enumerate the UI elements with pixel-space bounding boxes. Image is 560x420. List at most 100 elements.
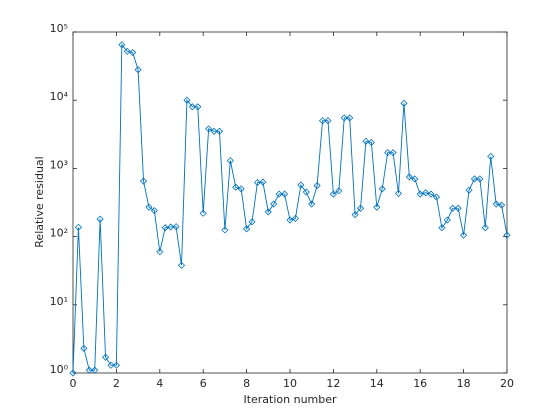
data-marker [427,190,435,198]
data-marker [465,186,473,194]
data-marker [248,218,256,226]
data-marker [237,185,245,193]
data-marker [118,41,126,49]
data-marker [101,353,110,361]
data-marker [384,149,392,157]
data-marker [264,208,272,216]
data-marker [498,201,506,209]
data-marker [232,183,240,191]
data-marker [400,99,408,107]
x-tick-label: 10 [283,377,297,390]
x-tick-label: 12 [326,377,340,390]
data-marker [123,47,131,55]
data-marker [313,182,321,190]
data-marker [416,190,424,198]
data-marker [492,200,500,208]
data-marker [297,181,305,189]
data-marker [443,216,451,224]
data-marker [378,185,386,193]
axes-box [72,31,508,374]
data-marker [449,204,457,212]
x-tick-label: 2 [113,377,120,390]
data-marker [215,127,224,135]
data-marker [253,178,262,187]
data-marker [96,215,104,223]
x-tick-label: 16 [413,377,427,390]
data-marker [69,369,77,377]
data-marker [210,127,218,135]
data-marker [286,216,294,224]
data-marker [324,117,332,125]
data-marker [161,224,169,232]
data-marker [291,214,299,222]
data-marker [156,248,164,256]
y-tick-label: 10⁰ [50,363,69,376]
data-marker [188,103,196,111]
x-axis-label: Iteration number [243,393,337,406]
x-tick-label: 4 [156,377,163,390]
data-marker [335,187,343,195]
data-marker [199,209,207,217]
data-marker [259,178,267,186]
data-marker [346,114,354,122]
data-marker [112,361,120,369]
data-marker [389,149,397,157]
data-marker [177,261,186,269]
data-marker [411,175,419,183]
data-marker [281,190,289,198]
y-tick-label: 10⁵ [50,22,68,35]
data-marker [205,125,213,133]
data-marker [183,96,191,104]
data-marker [503,231,511,239]
data-marker [405,173,413,181]
data-marker [432,193,441,201]
y-tick-label: 10² [50,227,68,240]
x-tick-label: 6 [200,377,207,390]
data-marker [487,152,495,160]
data-marker [150,207,158,215]
data-marker [351,211,359,219]
data-marker [270,200,278,208]
data-marker [470,175,479,183]
data-marker [167,223,175,231]
data-marker [302,188,310,196]
data-marker [194,103,202,111]
data-marker [373,203,381,211]
y-tick-label: 10⁴ [50,90,69,103]
data-marker [356,204,365,212]
data-marker [221,226,229,234]
data-marker [318,117,327,125]
data-marker [129,48,137,57]
data-marker [91,366,99,374]
data-marker [340,114,348,122]
y-tick-label: 10¹ [50,295,68,308]
data-marker [74,223,82,231]
data-marker [139,177,148,185]
data-marker [438,224,446,232]
data-marker [243,225,251,233]
data-marker [275,190,283,198]
data-marker [367,138,375,147]
x-tick-label: 14 [370,377,384,390]
data-marker [80,344,88,352]
data-marker [460,231,468,239]
data-marker [85,366,93,374]
data-marker [145,203,153,211]
x-tick-label: 8 [243,377,250,390]
data-marker [476,175,484,183]
data-marker [329,190,337,198]
data-marker [422,189,430,197]
data-marker [134,66,142,74]
data-marker [107,361,115,369]
data-marker [172,223,180,231]
data-marker [226,157,234,165]
data-marker [454,204,462,212]
x-tick-label: 0 [70,377,77,390]
x-tick-label: 20 [500,377,514,390]
data-marker [481,224,489,232]
x-tick-label: 18 [457,377,471,390]
data-marker [362,137,370,145]
data-marker [394,189,403,197]
data-marker [308,200,316,208]
